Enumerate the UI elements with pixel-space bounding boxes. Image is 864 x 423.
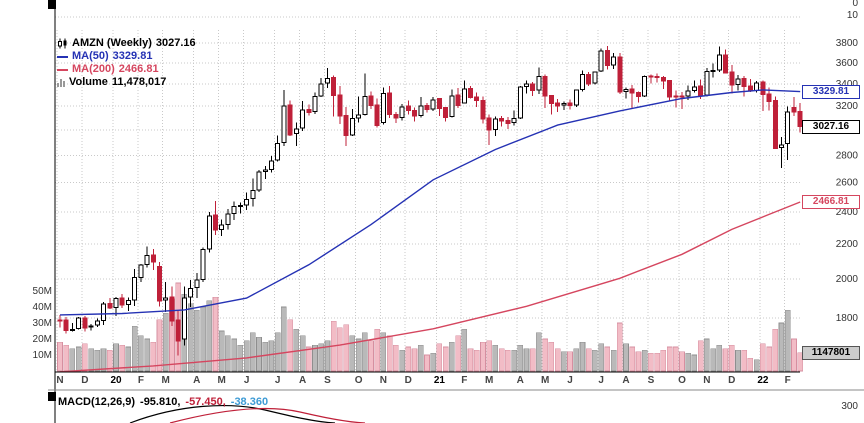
svg-text:21: 21 bbox=[434, 375, 446, 386]
volume-badge: 1147801 bbox=[802, 346, 860, 360]
svg-text:A: A bbox=[299, 375, 306, 386]
svg-text:20M: 20M bbox=[33, 334, 52, 345]
svg-text:30M: 30M bbox=[33, 318, 52, 329]
svg-text:M: M bbox=[485, 375, 493, 386]
svg-text:M: M bbox=[162, 375, 170, 386]
svg-text:F: F bbox=[785, 375, 791, 386]
ma50-line-icon bbox=[57, 55, 68, 58]
macd-legend: MACD(12,26,9) -95.810, -57.450, -38.360 bbox=[58, 396, 268, 408]
svg-text:O: O bbox=[355, 375, 363, 386]
svg-text:A: A bbox=[622, 375, 629, 386]
ma50-badge: 3329.81 bbox=[802, 85, 860, 99]
svg-text:D: D bbox=[81, 375, 88, 386]
svg-text:F: F bbox=[138, 375, 144, 386]
svg-text:2400: 2400 bbox=[836, 207, 859, 218]
ma200-legend-row: MA(200) 2466.81 bbox=[57, 63, 196, 76]
symbol-last-price: 3027.16 bbox=[155, 37, 196, 49]
svg-text:10M: 10M bbox=[33, 350, 52, 361]
svg-text:D: D bbox=[405, 375, 412, 386]
volume-label: Volume bbox=[69, 76, 108, 88]
svg-text:F: F bbox=[461, 375, 467, 386]
svg-text:J: J bbox=[275, 375, 281, 386]
svg-text:10: 10 bbox=[847, 10, 859, 21]
ma200-value: 2466.81 bbox=[118, 63, 159, 75]
svg-text:J: J bbox=[244, 375, 250, 386]
macd-signal-value: -57.450, bbox=[185, 396, 226, 408]
svg-text:N: N bbox=[380, 375, 387, 386]
svg-text:M: M bbox=[541, 375, 549, 386]
volume-bars-icon bbox=[57, 78, 65, 87]
macd-histogram-value: -38.360 bbox=[230, 396, 269, 408]
volume-value: 11,478,017 bbox=[111, 76, 167, 88]
svg-text:1800: 1800 bbox=[836, 313, 859, 324]
macd-value: -95.810, bbox=[140, 396, 181, 408]
symbol-title: AMZN (Weekly) bbox=[72, 37, 152, 49]
svg-text:N: N bbox=[56, 375, 63, 386]
svg-text:O: O bbox=[678, 375, 686, 386]
svg-text:S: S bbox=[648, 375, 655, 386]
last-price-badge: 3027.16 bbox=[802, 120, 860, 134]
svg-text:2800: 2800 bbox=[836, 150, 859, 161]
pane-marker-top bbox=[48, 0, 56, 9]
ma50-value: 3329.81 bbox=[112, 50, 153, 62]
ma200-label: MA(200) bbox=[72, 63, 115, 75]
svg-text:2600: 2600 bbox=[836, 178, 859, 189]
svg-text:0: 0 bbox=[852, 0, 858, 9]
svg-text:2200: 2200 bbox=[836, 239, 859, 250]
svg-text:50M: 50M bbox=[33, 286, 52, 297]
svg-text:M: M bbox=[218, 375, 226, 386]
svg-text:S: S bbox=[324, 375, 331, 386]
svg-text:20: 20 bbox=[110, 375, 122, 386]
svg-text:3600: 3600 bbox=[836, 58, 859, 69]
candlestick-icon bbox=[58, 38, 67, 49]
svg-text:J: J bbox=[567, 375, 573, 386]
svg-text:3200: 3200 bbox=[836, 101, 859, 112]
svg-text:J: J bbox=[598, 375, 604, 386]
svg-text:A: A bbox=[193, 375, 200, 386]
svg-text:3400: 3400 bbox=[836, 79, 859, 90]
svg-text:A: A bbox=[517, 375, 524, 386]
pane-marker-macd bbox=[48, 392, 56, 401]
ma200-badge: 2466.81 bbox=[802, 195, 860, 209]
symbol-legend-row: AMZN (Weekly) 3027.16 bbox=[57, 37, 196, 50]
ma200-line-icon bbox=[57, 68, 68, 71]
svg-text:D: D bbox=[728, 375, 735, 386]
svg-text:300: 300 bbox=[841, 401, 858, 412]
volume-legend-row: Volume 11,478,017 bbox=[57, 76, 196, 89]
svg-text:40M: 40M bbox=[33, 302, 52, 313]
svg-text:22: 22 bbox=[757, 375, 769, 386]
ma50-legend-row: MA(50) 3329.81 bbox=[57, 50, 196, 63]
ma50-label: MA(50) bbox=[72, 50, 109, 62]
svg-text:2000: 2000 bbox=[836, 274, 859, 285]
svg-text:3800: 3800 bbox=[836, 38, 859, 49]
svg-text:N: N bbox=[703, 375, 710, 386]
macd-label: MACD(12,26,9) bbox=[58, 396, 136, 408]
chart-legend: AMZN (Weekly) 3027.16 MA(50) 3329.81 MA(… bbox=[57, 37, 196, 89]
